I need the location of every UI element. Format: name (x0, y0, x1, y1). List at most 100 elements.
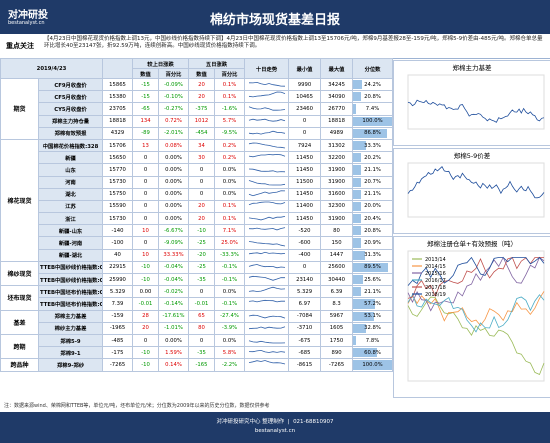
pct-label: 20.7% (364, 179, 381, 186)
cell: 0 (188, 175, 216, 189)
pct-cell: 100.0% (352, 358, 394, 372)
pct-cell: 32.8% (352, 321, 394, 335)
pct-bar (353, 311, 374, 321)
sparkline (248, 130, 285, 135)
sparkline (248, 350, 285, 354)
phone: 021-68810907 (293, 419, 334, 425)
legend-label: 2015/16 (425, 271, 446, 277)
cell: 15865 (102, 77, 134, 92)
pct-bar (353, 299, 376, 309)
trend (244, 151, 290, 165)
cell: -25 (188, 260, 216, 275)
chart-title: 郑棉主力基差 (453, 63, 493, 72)
spark-line (248, 142, 285, 149)
cell: 5.329 (102, 285, 134, 299)
pct-label: 32.8% (364, 325, 381, 332)
cell: 0 (132, 187, 160, 201)
legend-label: 2014/15 (425, 264, 446, 270)
logo-sub: bestanalyst.cn (8, 20, 45, 26)
spark-line (248, 360, 285, 365)
cell: -10 (132, 346, 160, 360)
row: 郑棉9-1 -175 -10 1.59% -35 5.8% -685 890 60.8% (1, 346, 394, 360)
pct-label: 20.4% (364, 215, 381, 222)
cell: 0.00 (132, 285, 160, 299)
trend (244, 248, 290, 262)
cell: -9.09% (158, 236, 190, 250)
cell: -0.02% (158, 285, 190, 299)
pct-label: 25.6% (364, 276, 381, 283)
chart-title: 郑棉5-9价差 (454, 151, 491, 160)
pct-label: 86.8% (364, 130, 381, 137)
cell: -520 (288, 224, 322, 238)
cell: 0 (132, 199, 160, 214)
cell: 15590 (102, 199, 134, 214)
chart-title: 郑棉注册仓单+有效预报（吨） (427, 239, 517, 248)
row: 跨品种 郑棉9-郑纱 -7265 -10 0.14% -165 -2.2% -8615 -726… (0, 358, 394, 372)
cell: 23140 (288, 272, 322, 287)
cell: 8.3 (320, 297, 354, 311)
cell: 1012 (188, 114, 216, 128)
cell: 31900 (320, 163, 354, 177)
trend (244, 114, 290, 128)
cell: 134 (132, 114, 160, 128)
cell: 7.39 (102, 297, 134, 311)
col-head: 最大值 (320, 58, 354, 79)
spark-line (248, 350, 285, 354)
row: 期货 CF9月收盘价 15865 -15 -0.09% 20 0.1% 9990 34245 24… (0, 77, 394, 140)
legend-label: 2018/19 (425, 292, 446, 298)
chart-line (407, 291, 545, 327)
trend (244, 236, 290, 250)
cell: 34 (188, 138, 216, 153)
site: bestanalyst.cn (254, 428, 296, 434)
cell: 6.39 (320, 285, 354, 299)
cell: 0 (132, 151, 160, 165)
cell: 34245 (320, 77, 354, 92)
cell: 0.00% (158, 151, 190, 165)
section: 跨品种 (0, 358, 39, 372)
date: 2019/4/23 (0, 58, 104, 79)
mini-chart: 郑棉主力基差 (393, 60, 550, 146)
cell: 10 (132, 248, 160, 262)
row-name: 郑棉9-郑纱 (37, 358, 104, 372)
row: 基差 郑棉主力基差 -159 28 -17.61% 65 -27.4% -7084 5967 53… (0, 309, 394, 335)
cell: 0.1% (214, 77, 246, 92)
focus-text: 【4月23日中国棉花现货价格指数上调13元，中国纱线价格指数持续下调】4月23日… (44, 36, 543, 49)
cell: 0.00% (158, 163, 190, 177)
cell: 0.0% (214, 163, 246, 177)
chart-line (407, 99, 545, 123)
spark-line (248, 118, 285, 122)
cell: -0.04% (158, 260, 190, 275)
cell: -6.67% (158, 224, 190, 238)
spark-line (248, 300, 285, 303)
cell: -17.61% (158, 309, 190, 323)
row: 山东 15770 0 0.00% 0 0.0% 11450 31900 21.1% (1, 163, 394, 177)
title: 棉纺市场现货基差日报 (209, 13, 340, 28)
spark-line (248, 169, 285, 173)
pct-cell: 57.2% (352, 297, 394, 311)
cell: -375 (188, 102, 216, 116)
cell: 15706 (102, 138, 134, 153)
row: 新疆-湖北 40 10 33.33% -20 -33.3% -400 1447 31.3% (1, 248, 394, 262)
group: 五日涨跌 (188, 58, 246, 69)
cell: -15 (132, 90, 160, 104)
cell: -0.10% (158, 90, 190, 104)
cell: -35 (188, 272, 216, 287)
pct-label: 7.8% (365, 337, 380, 344)
cell: 0 (288, 126, 322, 140)
cell: -485 (102, 333, 134, 348)
sparkline (248, 169, 285, 173)
charts: 郑棉主力基差 郑棉5-9价差 郑棉注册仓单+有效预报（吨） 2013/14 2014/1… (392, 58, 550, 400)
col-head: 十日走势 (244, 58, 290, 79)
cell: -100 (102, 236, 134, 250)
pct-cell: 25.6% (352, 272, 394, 287)
org: 对冲研投研究中心 整理制作 (216, 419, 285, 425)
trend (244, 333, 290, 348)
pct-cell: 20.0% (352, 199, 394, 214)
sparkline (248, 154, 285, 158)
pct-cell: 20.8% (352, 224, 394, 238)
row-name: 浙江 (37, 212, 104, 226)
pct-label: 20.8% (364, 227, 381, 234)
cell: -685 (288, 346, 322, 360)
spark-line (248, 154, 285, 158)
